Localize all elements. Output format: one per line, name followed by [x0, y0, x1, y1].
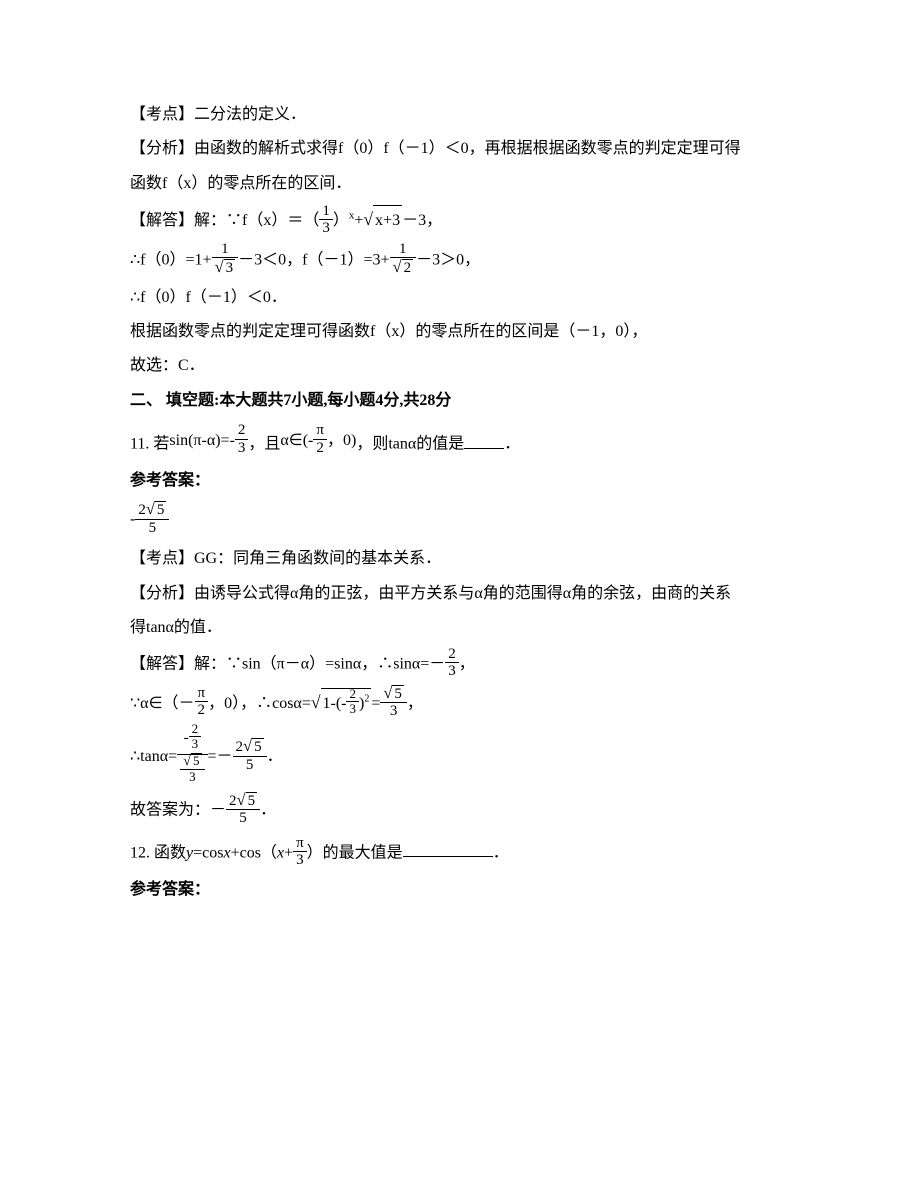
text: ． — [267, 748, 283, 765]
text: ， — [407, 695, 423, 712]
text: ）的最大值是 — [307, 844, 403, 861]
question-12: 12. 函数y=cosx+cos（x+π3）的最大值是． — [130, 837, 810, 871]
fraction-two-thirds: 23 — [235, 422, 249, 456]
interval-alpha: α∈(-π2，0) — [280, 432, 356, 449]
fraction-pi-two: π2 — [195, 685, 209, 719]
solution-line-5: 故选：C． — [130, 351, 810, 381]
sqrt-icon: 5 — [383, 684, 404, 703]
blank-fill — [403, 840, 493, 857]
fraction-two-thirds: 23 — [445, 646, 459, 680]
solution-line-4: 根据函数零点的判定定理可得函数f（x）的零点所在的区间是（－1，0）， — [130, 317, 810, 347]
fraction-2root5-over-5: 255 — [233, 737, 267, 773]
question-11: 11. 若sin(π-α)=-23，且α∈(-π2，0)，则tanα的值是 ． — [130, 428, 810, 462]
topic-label: 【考点】二分法的定义． — [130, 100, 810, 130]
answer-label-2: 参考答案： — [130, 875, 810, 905]
fraction-pi-two: π2 — [313, 422, 327, 456]
text: ） — [333, 212, 349, 229]
fraction-one-over-root2: 12 — [390, 241, 417, 277]
text: +cos（ — [231, 844, 277, 861]
solution-line-3: ∴f（0）f（－1）＜0． — [130, 283, 810, 313]
text: ． — [504, 436, 520, 453]
text: =－ — [208, 748, 233, 765]
fraction-2root5-over-5: 255 — [135, 500, 169, 536]
text: ，则tanα的值是 — [356, 436, 464, 453]
text: ∴f（0）=1+ — [130, 251, 212, 268]
analysis-line-2: 函数f（x）的零点所在的区间． — [130, 169, 810, 199]
fraction-root5-over-3: 53 — [380, 684, 407, 720]
fraction-pi-three: π3 — [293, 835, 307, 869]
text: =cos — [193, 844, 223, 861]
sqrt-icon: 5 — [183, 753, 201, 770]
text: ∵α∈（－ — [130, 695, 195, 712]
solution2-line-1: 【解答】解：∵sin（π－α）=sinα，∴sinα=－23， — [130, 648, 810, 682]
text: ，且 — [248, 436, 280, 453]
sqrt-icon: 5 — [243, 737, 264, 756]
text: = — [371, 695, 380, 712]
sqrt-icon: 5 — [146, 500, 167, 519]
text: 11. 若 — [130, 436, 169, 453]
text: －3＞0， — [416, 251, 480, 268]
analysis-2-line-1: 【分析】由诱导公式得α角的正弦，由平方关系与α角的范围得α角的余弦，由商的关系 — [130, 579, 810, 609]
sqrt-icon: 3 — [215, 258, 236, 277]
text: 故答案为：－ — [130, 801, 226, 818]
section-2-title: 二、 填空题:本大题共7小题,每小题4分,共28分 — [130, 386, 810, 416]
answer-label: 参考答案： — [130, 466, 810, 496]
document-page: 【考点】二分法的定义． 【分析】由函数的解析式求得f（0）f（－1）＜0，再根据… — [0, 0, 920, 969]
var-x: x — [277, 844, 284, 861]
solution2-answer: 故答案为：－255． — [130, 793, 810, 829]
solution2-line-2: ∵α∈（－π2，0），∴cosα=1-(-23)2=53， — [130, 686, 810, 722]
text: + — [284, 844, 293, 861]
sqrt-icon: 2 — [393, 258, 414, 277]
solution-line-2: ∴f（0）=1+13－3＜0，f（－1）=3+12－3＞0， — [130, 243, 810, 279]
blank-fill — [464, 432, 504, 449]
solution2-line-3: ∴tanα=-2353=－255． — [130, 726, 810, 789]
analysis-2-line-2: 得tanα的值． — [130, 613, 810, 643]
text: ，0），∴cosα= — [208, 695, 311, 712]
text: 【解答】解：∵f（x）＝（ — [130, 212, 319, 229]
fraction-2root5-over-5: 255 — [226, 791, 260, 827]
analysis-line-1: 【分析】由函数的解析式求得f（0）f（－1）＜0，再根据根据函数零点的判定定理可… — [130, 134, 810, 164]
solution-line-1: 【解答】解：∵f（x）＝（13）x+x+3－3， — [130, 203, 810, 238]
text: ． — [493, 844, 509, 861]
sqrt-icon: x+3 — [363, 203, 402, 236]
text: ． — [260, 801, 276, 818]
sqrt-icon: 1-(-23)2 — [311, 686, 371, 719]
text: + — [354, 212, 363, 229]
text: －3， — [402, 212, 442, 229]
text: 【解答】解：∵sin（π－α）=sinα，∴sinα=－ — [130, 655, 445, 672]
text: ∴tanα= — [130, 748, 177, 765]
sqrt-icon: 5 — [237, 791, 258, 810]
equation-sin: sin(π-α)=-23 — [169, 432, 248, 449]
var-x: x — [223, 844, 230, 861]
fraction-one-third: 13 — [319, 203, 333, 237]
topic-label-2: 【考点】GG：同角三角函数间的基本关系． — [130, 544, 810, 574]
text: ， — [459, 655, 475, 672]
text: －3＜0，f（－1）=3+ — [238, 251, 389, 268]
answer-value-11: -255 — [130, 502, 810, 538]
text: 12. 函数 — [130, 844, 186, 861]
fraction-one-over-root3: 13 — [212, 241, 239, 277]
fraction-compound: -2353 — [177, 724, 207, 787]
